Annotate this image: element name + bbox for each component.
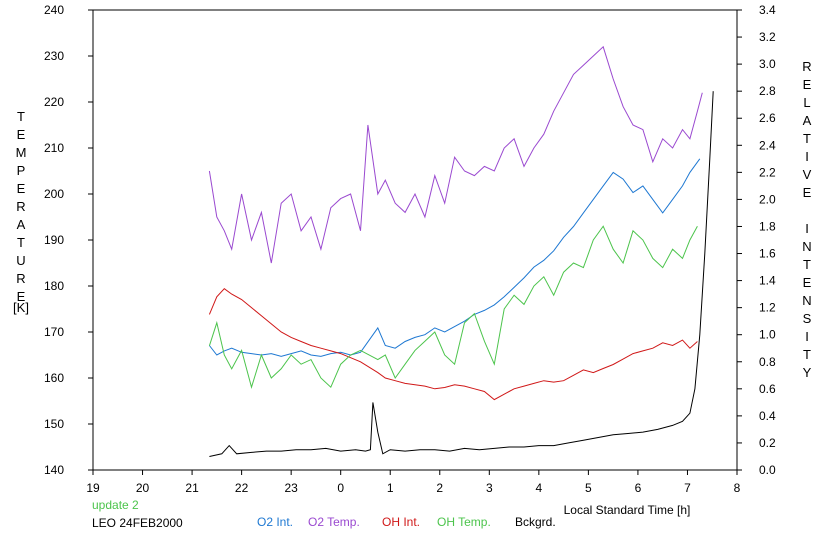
right-tick-label: 2.0 [759,192,776,206]
axis-title-letter: E [16,127,26,142]
right-tick-label: 1.4 [759,274,776,288]
right-tick-label: 0.8 [759,355,776,369]
right-tick-label: 1.6 [759,247,776,261]
axis-title-letter: Y [802,365,812,380]
axis-title-letter: V [802,167,812,182]
x-axis-ticks: 19 20 21 22 23 0 1 2 3 4 5 6 7 8 [86,470,741,495]
x-tick-label: 1 [387,481,394,495]
left-tick-label: 160 [44,371,64,385]
legend-entry: O2 Temp. [308,515,360,529]
axis-title-letter: U [16,253,26,268]
axis-title-letter: E [802,77,812,92]
right-axis-ticks: 0.0 0.2 0.4 0.6 0.8 1.0 1.2 1.4 1.6 1.8 2.0 2.2 2.4 2… [737,3,776,477]
axis-title-letter: T [803,257,811,272]
update-annotation: update 2 [92,498,139,512]
axis-title-letter: R [802,59,812,74]
axis-title-letter: A [16,217,26,232]
x-tick-label: 0 [337,481,344,495]
axis-title-letter: R [16,199,26,214]
left-tick-label: 220 [44,95,64,109]
left-tick-label: 180 [44,279,64,293]
series-lines [208,45,714,457]
series-line-o2-int [209,158,701,357]
x-tick-label: 2 [436,481,443,495]
axis-title-letter: N [802,293,812,308]
plot-frame [92,9,738,471]
series-line-bckgrd [209,91,714,457]
axis-title-letter: A [802,113,812,128]
x-tick-label: 20 [136,481,150,495]
legend-entry: O2 Int. [257,515,294,529]
left-tick-label: 210 [44,141,64,155]
right-tick-label: 0.2 [759,436,776,450]
left-tick-label: 230 [44,49,64,63]
right-tick-label: 2.8 [759,84,776,98]
axis-title-letter: E [16,289,26,304]
axis-title-letter: I [805,329,809,344]
left-tick-label: 140 [44,463,64,477]
axis-title-letter: N [802,239,812,254]
axis-title-letter: I [805,149,809,164]
axis-title-letter: E [16,181,26,196]
axis-title-letter: T [17,109,25,124]
right-tick-label: 2.2 [759,165,776,179]
x-tick-label: 6 [635,481,642,495]
right-tick-label: 2.4 [759,138,776,152]
legend-entry: OH Int. [382,515,421,529]
x-tick-label: 23 [284,481,298,495]
axis-title-letter: L [803,95,811,110]
right-tick-label: 1.2 [759,301,776,315]
axis-title-letter: T [17,235,25,250]
axis-title-letter: P [16,163,26,178]
right-tick-label: 0.6 [759,382,776,396]
left-tick-label: 170 [44,325,64,339]
axis-title-letter [800,204,814,222]
legend-entry: Bckgrd. [515,515,556,529]
series-line-o2-temp [208,45,703,264]
x-axis-label: Local Standard Time [h] [564,503,691,517]
x-tick-label: 22 [235,481,249,495]
right-tick-label: 3.4 [759,3,776,17]
series-line-oh-temp [208,225,698,390]
x-tick-label: 7 [684,481,691,495]
axis-title-letter: I [805,221,809,236]
x-tick-label: 5 [585,481,592,495]
axis-title-letter: R [16,271,26,286]
left-tick-label: 240 [44,3,64,17]
axis-title-letter: T [803,131,811,146]
x-tick-label: 21 [185,481,199,495]
right-tick-label: 1.0 [759,328,776,342]
left-axis-unit: [K] [13,300,29,315]
series-line-oh-int [208,288,698,401]
legend-entry: OH Temp. [437,515,491,529]
left-tick-label: 150 [44,417,64,431]
right-tick-label: 0.0 [759,463,776,477]
right-tick-label: 3.2 [759,30,776,44]
axis-title-letter: E [802,275,812,290]
station-annotation: LEO 24FEB2000 [92,516,183,530]
right-tick-label: 1.8 [759,219,776,233]
right-tick-label: 3.0 [759,57,776,71]
left-tick-label: 200 [44,187,64,201]
x-tick-label: 19 [86,481,100,495]
x-tick-label: 8 [734,481,741,495]
axis-title-letter: E [802,185,812,200]
x-tick-label: 4 [536,481,543,495]
left-tick-label: 190 [44,233,64,247]
axis-title-letter: S [802,311,812,326]
axis-title-letter: M [15,145,27,160]
left-axis-ticks: 140 150 160 170 180 190 200 210 220 230 240 [44,3,93,477]
right-tick-label: 0.4 [759,409,776,423]
x-tick-label: 3 [486,481,493,495]
axis-title-letter: T [803,347,811,362]
right-tick-label: 2.6 [759,111,776,125]
